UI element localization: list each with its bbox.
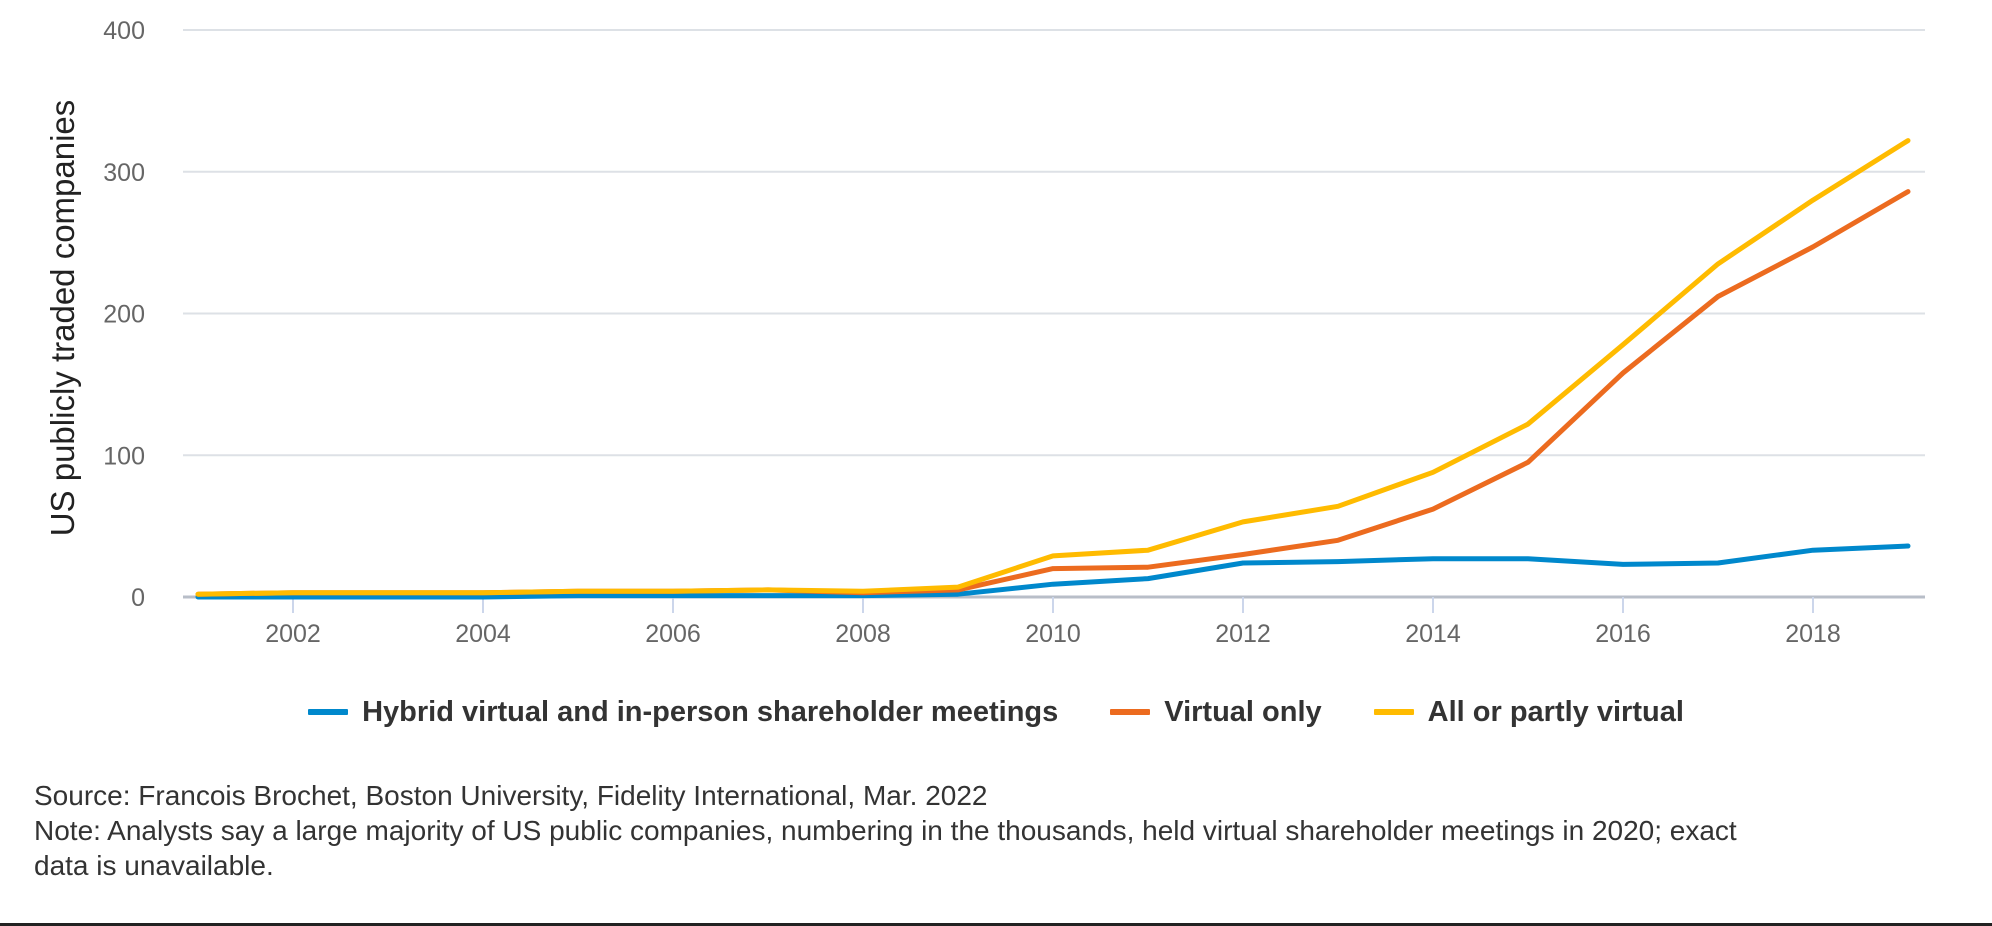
legend-swatch <box>308 709 349 715</box>
y-tick-label: 300 <box>103 159 145 187</box>
y-tick-label: 200 <box>103 301 145 329</box>
chart-footer: Source: Francois Brochet, Boston Univers… <box>34 778 1934 883</box>
x-tick-label: 2006 <box>645 620 701 648</box>
x-tick-label: 2016 <box>1595 620 1651 648</box>
x-tick-label: 2008 <box>835 620 891 648</box>
legend-label: All or partly virtual <box>1427 695 1684 728</box>
source-text: Source: Francois Brochet, Boston Univers… <box>34 780 988 811</box>
series-lines <box>195 138 1911 600</box>
bottom-divider <box>0 923 1992 926</box>
x-tick-label: 2002 <box>265 620 321 648</box>
note-text-line-1: Note: Analysts say a large majority of U… <box>34 815 1737 846</box>
legend-item-2[interactable]: All or partly virtual <box>1373 695 1684 729</box>
y-axis-label: US publicly traded companies <box>44 100 81 537</box>
series-line-2[interactable] <box>195 138 1911 597</box>
note-text-line-2: data is unavailable. <box>34 850 274 881</box>
legend-item-0[interactable]: Hybrid virtual and in-person shareholder… <box>308 696 1058 729</box>
y-axis-ticks: 0 100 200 300 400 <box>103 17 145 612</box>
series-line-1[interactable] <box>195 189 1911 597</box>
y-tick-label: 100 <box>103 442 145 470</box>
x-tick-label: 2018 <box>1785 620 1841 648</box>
y-tick-label: 0 <box>131 584 145 612</box>
series-line-0[interactable] <box>195 543 1911 600</box>
x-tick-label: 2004 <box>455 620 511 648</box>
legend-label: Hybrid virtual and in-person shareholder… <box>362 695 1059 728</box>
x-axis: 2002 2004 2006 2008 2010 2012 2014 2016 2018 <box>183 595 1925 648</box>
gridlines <box>183 29 1925 457</box>
y-tick-label: 400 <box>103 17 145 45</box>
legend-swatch <box>1110 709 1151 715</box>
x-tick-label: 2010 <box>1025 620 1081 648</box>
line-chart: 2002 2004 2006 2008 2010 2012 2014 2016 2018 0 10… <box>44 17 1925 648</box>
legend-swatch <box>1373 709 1414 715</box>
legend: Hybrid virtual and in-person shareholder… <box>0 690 1992 734</box>
legend-label: Virtual only <box>1164 695 1322 728</box>
x-tick-label: 2014 <box>1405 620 1461 648</box>
legend-item-1[interactable]: Virtual only <box>1110 695 1322 729</box>
x-tick-label: 2012 <box>1215 620 1271 648</box>
